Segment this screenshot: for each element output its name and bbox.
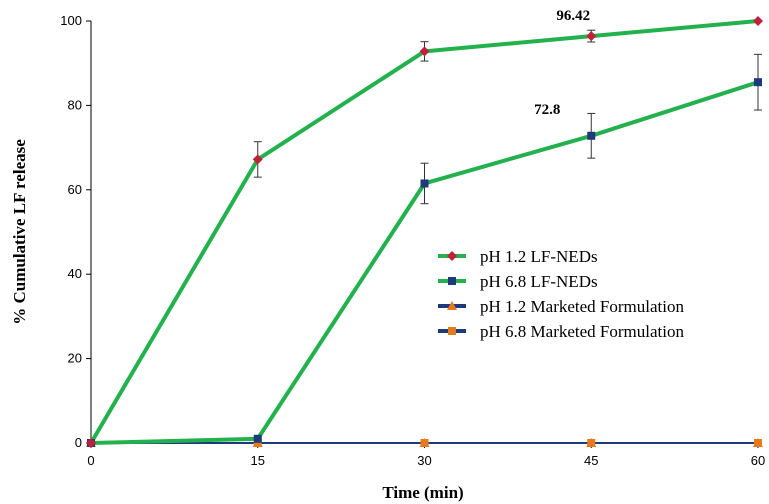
markers <box>86 16 763 448</box>
x-tick-label: 0 <box>87 453 94 468</box>
data-point <box>754 78 762 87</box>
x-tick-label: 45 <box>584 453 598 468</box>
data-point <box>586 438 597 447</box>
annotations: 96.42 72.8 <box>534 8 590 118</box>
data-point <box>753 16 763 26</box>
y-tick-label: 60 <box>68 182 82 197</box>
legend-entry: pH 1.2 Marketed Formulation <box>480 297 684 316</box>
series-line <box>90 80 759 445</box>
series-line <box>89 19 759 445</box>
x-tick-label: 60 <box>751 453 765 468</box>
legend-swatch-marker <box>448 277 456 285</box>
legend-swatch-marker <box>447 301 457 310</box>
data-point <box>420 179 429 188</box>
data-point <box>86 438 96 448</box>
data-point <box>252 154 263 165</box>
data-point <box>253 434 262 443</box>
data-label: 72.8 <box>534 102 560 118</box>
x-tick-label: 15 <box>251 453 265 468</box>
legend-entry: pH 1.2 LF-NEDs <box>480 247 598 266</box>
y-tick-label: 0 <box>75 435 82 450</box>
legend-swatch-marker <box>448 327 456 335</box>
data-point <box>753 438 763 447</box>
y-tick-label: 100 <box>60 13 82 28</box>
y-tick-label: 20 <box>68 351 82 366</box>
legend-entry: pH 6.8 Marketed Formulation <box>480 322 684 341</box>
data-point <box>587 131 596 140</box>
ticks: 0 20 40 60 80 100 0 15 30 45 60 <box>60 13 765 468</box>
x-tick-label: 30 <box>417 453 431 468</box>
series-lines <box>89 19 759 445</box>
y-axis-title: % Cumulative LF release <box>10 139 29 325</box>
data-label: 96.42 <box>556 8 590 24</box>
y-tick-label: 40 <box>68 266 82 281</box>
data-point <box>419 438 430 447</box>
legend-swatch-marker <box>447 251 457 261</box>
x-axis-title: Time (min) <box>382 483 463 502</box>
legend: pH 1.2 LF-NEDs pH 6.8 LF-NEDs pH 1.2 Marke… <box>438 247 684 341</box>
error-bars <box>253 29 762 441</box>
legend-entry: pH 6.8 LF-NEDs <box>480 272 598 291</box>
data-point <box>586 31 597 42</box>
y-tick-label: 80 <box>68 97 82 112</box>
data-point <box>419 46 430 57</box>
axes <box>90 21 758 444</box>
